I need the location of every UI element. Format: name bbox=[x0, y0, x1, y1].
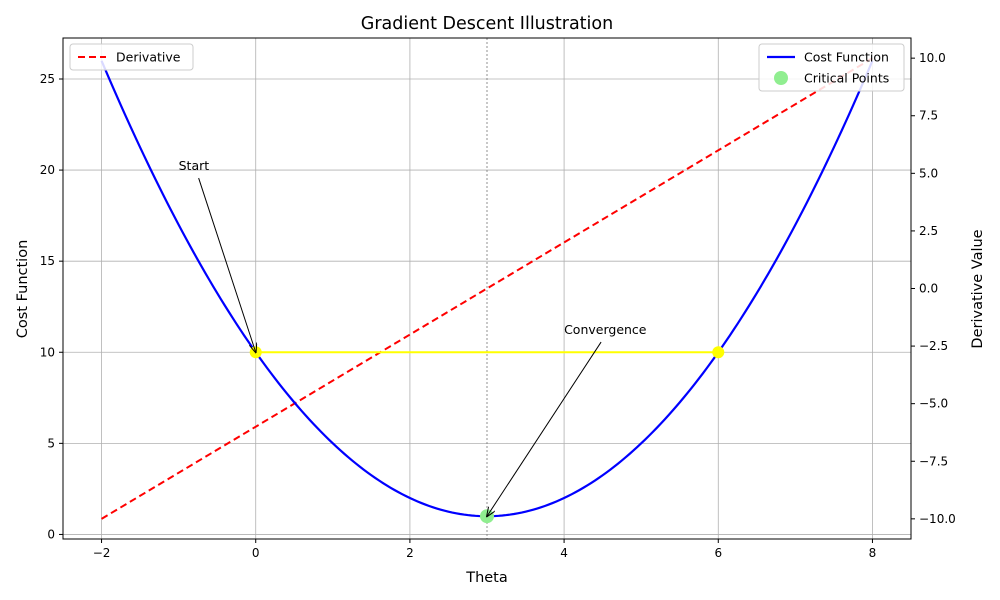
x-tick-label: 6 bbox=[714, 546, 722, 560]
y-left-tick-label: 25 bbox=[40, 72, 55, 86]
y-axis-left-title: Cost Function bbox=[15, 240, 31, 339]
y-right-tick-label: 7.5 bbox=[919, 109, 938, 123]
x-tick-label: 4 bbox=[560, 546, 568, 560]
y-left-tick-label: 0 bbox=[47, 527, 55, 541]
legend-left-box bbox=[69, 43, 194, 71]
annotation-arrow bbox=[487, 341, 602, 516]
data-layer: Start Convergence bbox=[100, 38, 874, 539]
x-tick-label: −2 bbox=[93, 546, 111, 560]
legend-derivative-label: Derivative bbox=[116, 50, 181, 65]
annotation-arrow bbox=[198, 177, 256, 352]
legend-critical-swatch bbox=[774, 71, 788, 85]
y-left-tick-label: 10 bbox=[40, 345, 55, 359]
y-right-tick-label: 2.5 bbox=[919, 224, 938, 238]
y-right-tick-label: −10.0 bbox=[919, 512, 956, 526]
marker-point bbox=[249, 346, 262, 359]
legend-left: Derivative bbox=[69, 43, 194, 71]
legend-cost-label: Cost Function bbox=[804, 50, 889, 65]
y-right-tick-label: −5.0 bbox=[919, 397, 948, 411]
y-right-tick-label: 5.0 bbox=[919, 166, 938, 180]
y-right-tick-label: 10.0 bbox=[919, 51, 946, 65]
y-axis-right-title: Derivative Value bbox=[970, 229, 986, 348]
y-right-tick-label: −7.5 bbox=[919, 454, 948, 468]
x-tick-label: 0 bbox=[252, 546, 260, 560]
legends: Derivative Cost Function Critical Points bbox=[69, 43, 905, 92]
y-left-tick-label: 20 bbox=[40, 163, 55, 177]
marker-point bbox=[712, 346, 725, 359]
y-right-tick-label: −2.5 bbox=[919, 339, 948, 353]
annotation-text: Start bbox=[179, 158, 210, 173]
y-left-tick-label: 15 bbox=[40, 254, 55, 268]
y-left-tick-label: 5 bbox=[47, 436, 55, 450]
legend-right-box bbox=[758, 43, 905, 92]
x-tick-label: 2 bbox=[406, 546, 414, 560]
axes: −2 0 2 4 6 8 0 5 10 15 20 25 −10.0 −7.5 −5.0 −2.5 0.0 2.5… bbox=[40, 51, 956, 560]
x-tick-label: 8 bbox=[869, 546, 877, 560]
chart-title: Gradient Descent Illustration bbox=[361, 14, 613, 34]
x-axis-title: Theta bbox=[465, 570, 508, 586]
legend-critical-label: Critical Points bbox=[804, 71, 889, 86]
y-right-tick-label: 0.0 bbox=[919, 282, 938, 296]
annotation-text: Convergence bbox=[564, 322, 647, 337]
legend-right: Cost Function Critical Points bbox=[758, 43, 905, 92]
derivative-line bbox=[101, 57, 873, 520]
